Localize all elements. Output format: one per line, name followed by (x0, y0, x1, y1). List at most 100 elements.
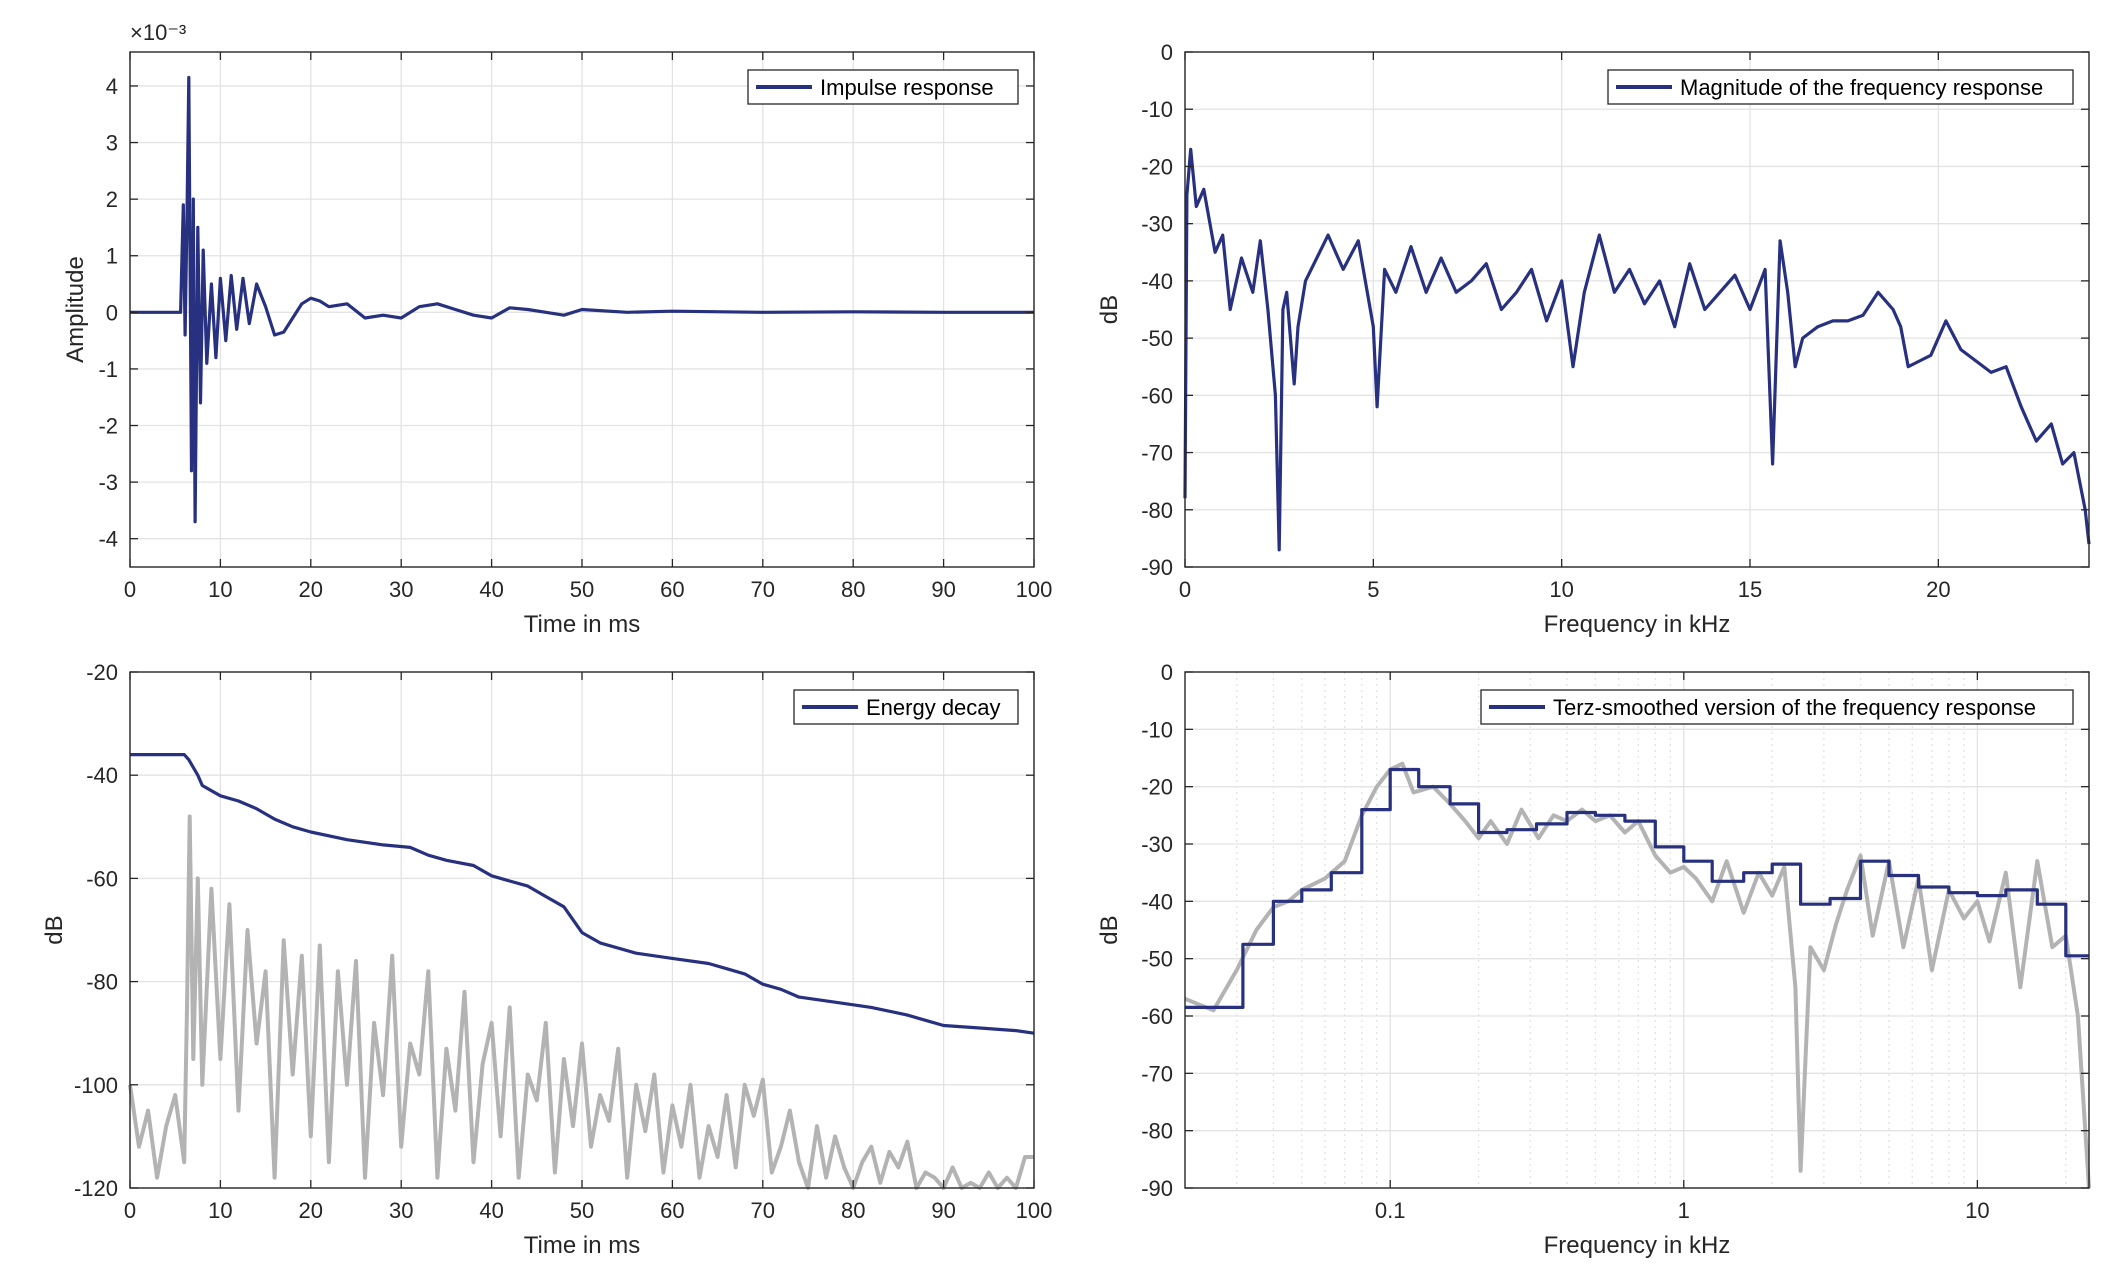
y-tick-label: -90 (1141, 1176, 1173, 1201)
x-tick-label: 0 (124, 1198, 136, 1223)
x-tick-label: 20 (299, 1198, 323, 1223)
x-tick-label: 60 (660, 577, 684, 602)
terz-legend-label: Terz-smoothed version of the frequency r… (1553, 695, 2036, 720)
x-tick-label: 70 (751, 1198, 775, 1223)
x-tick-label: 30 (389, 1198, 413, 1223)
y-tick-label: -1 (98, 357, 118, 382)
impulse-exponent-label: ×10⁻³ (130, 20, 186, 45)
terz-axes-frame (1184, 671, 2090, 1189)
y-tick-label: -40 (86, 763, 118, 788)
x-tick-label: 20 (299, 577, 323, 602)
y-tick-label: -2 (98, 414, 118, 439)
magnitude-y-axis-label: dB (1096, 295, 1123, 324)
x-tick-label: 100 (1016, 1198, 1053, 1223)
x-tick-label: 0.1 (1375, 1198, 1406, 1223)
x-tick-label: 40 (479, 1198, 503, 1223)
y-tick-label: -80 (1141, 1119, 1173, 1144)
y-tick-label: -3 (98, 470, 118, 495)
energy-raw-gray-line (128, 814, 1034, 1190)
panel-energy-decay: 0 10 20 30 40 50 60 70 80 90 100 -20 -40 -60 -80 -100 -1… (41, 660, 1052, 1259)
y-tick-label: -4 (98, 527, 118, 552)
magnitude-x-axis-label: Frequency in kHz (1544, 611, 1731, 638)
x-tick-label: 50 (570, 577, 594, 602)
magnitude-grid (1184, 51, 2089, 568)
energy-x-axis-label: Time in ms (524, 1232, 640, 1259)
magnitude-ticks: 0 5 10 15 20 0 -10 -20 -30 -40 -50 -60 -70 -80 -90 (1141, 40, 2089, 602)
impulse-legend-label: Impulse response (820, 75, 994, 100)
energy-legend-label: Energy decay (866, 695, 1001, 720)
y-tick-label: -60 (86, 866, 118, 891)
y-tick-label: -90 (1141, 555, 1173, 580)
terz-raw-gray-line (1184, 761, 2091, 1189)
y-tick-label: -30 (1141, 832, 1173, 857)
y-tick-label: -20 (1141, 775, 1173, 800)
y-tick-label: -80 (1141, 498, 1173, 523)
impulse-legend: Impulse response (747, 69, 1019, 105)
x-tick-label: 1 (1678, 1198, 1690, 1223)
y-tick-label: -60 (1141, 383, 1173, 408)
x-tick-label: 10 (208, 577, 232, 602)
impulse-x-axis-label: Time in ms (524, 611, 640, 638)
x-tick-label: 0 (124, 577, 136, 602)
energy-legend: Energy decay (793, 689, 1019, 725)
y-tick-label: -20 (1141, 154, 1173, 179)
y-tick-label: 2 (106, 187, 118, 212)
y-tick-label: 1 (106, 244, 118, 269)
x-tick-label: 20 (1926, 577, 1950, 602)
terz-smoothed-line (1185, 767, 2089, 1009)
x-tick-label: 90 (931, 577, 955, 602)
x-tick-label: 50 (570, 1198, 594, 1223)
x-tick-label: 15 (1738, 577, 1762, 602)
y-tick-label: 0 (1161, 660, 1173, 685)
y-tick-label: -70 (1141, 1061, 1173, 1086)
magnitude-legend: Magnitude of the frequency response (1607, 69, 2074, 105)
x-tick-label: 80 (841, 1198, 865, 1223)
x-tick-label: 70 (751, 577, 775, 602)
y-tick-label: 0 (106, 300, 118, 325)
y-tick-label: -30 (1141, 212, 1173, 237)
y-tick-label: -40 (1141, 889, 1173, 914)
energy-decay-line (130, 753, 1035, 1035)
y-tick-label: -80 (86, 970, 118, 995)
y-tick-label: -120 (74, 1176, 118, 1201)
y-tick-label: -100 (74, 1073, 118, 1098)
y-tick-label: -60 (1141, 1004, 1173, 1029)
y-tick-label: 4 (106, 74, 118, 99)
x-tick-label: 30 (389, 577, 413, 602)
y-tick-label: -10 (1141, 97, 1173, 122)
x-tick-label: 60 (660, 1198, 684, 1223)
x-tick-label: 90 (931, 1198, 955, 1223)
y-tick-label: -20 (86, 660, 118, 685)
terz-legend: Terz-smoothed version of the frequency r… (1480, 689, 2074, 725)
y-tick-label: -10 (1141, 717, 1173, 742)
energy-y-axis-label: dB (41, 915, 68, 944)
magnitude-line (1183, 147, 2091, 552)
y-tick-label: -50 (1141, 326, 1173, 351)
y-tick-label: -50 (1141, 947, 1173, 972)
terz-x-axis-label: Frequency in kHz (1544, 1232, 1731, 1259)
magnitude-legend-label: Magnitude of the frequency response (1680, 75, 2043, 100)
magnitude-axes-frame (1184, 51, 2090, 568)
terz-y-axis-label: dB (1096, 915, 1123, 944)
y-tick-label: 0 (1161, 40, 1173, 65)
x-tick-label: 10 (208, 1198, 232, 1223)
x-tick-label: 100 (1016, 577, 1053, 602)
panel-frequency-magnitude: 0 5 10 15 20 0 -10 -20 -30 -40 -50 -60 -70 -80 -90 Fre… (1096, 40, 2091, 638)
energy-ticks: 0 10 20 30 40 50 60 70 80 90 100 -20 -40 -60 -80 -100 -1… (74, 660, 1052, 1223)
terz-ticks: 0.1 1 10 0 -10 -20 -30 -40 -50 -60 -70 -80 -90 (1141, 660, 2089, 1223)
impulse-y-axis-label: Amplitude (62, 256, 89, 363)
x-tick-label: 5 (1367, 577, 1379, 602)
y-tick-label: 3 (106, 131, 118, 156)
panel-terz-smoothed: 0.1 1 10 0 -10 -20 -30 -40 -50 -60 -70 -80 -90 Frequ… (1096, 660, 2091, 1259)
x-tick-label: 0 (1179, 577, 1191, 602)
y-tick-label: -70 (1141, 441, 1173, 466)
x-tick-label: 80 (841, 577, 865, 602)
y-tick-label: -40 (1141, 269, 1173, 294)
x-tick-label: 10 (1965, 1198, 1989, 1223)
x-tick-label: 40 (479, 577, 503, 602)
impulse-response-line (130, 75, 1034, 524)
terz-grid (1185, 671, 2089, 1189)
